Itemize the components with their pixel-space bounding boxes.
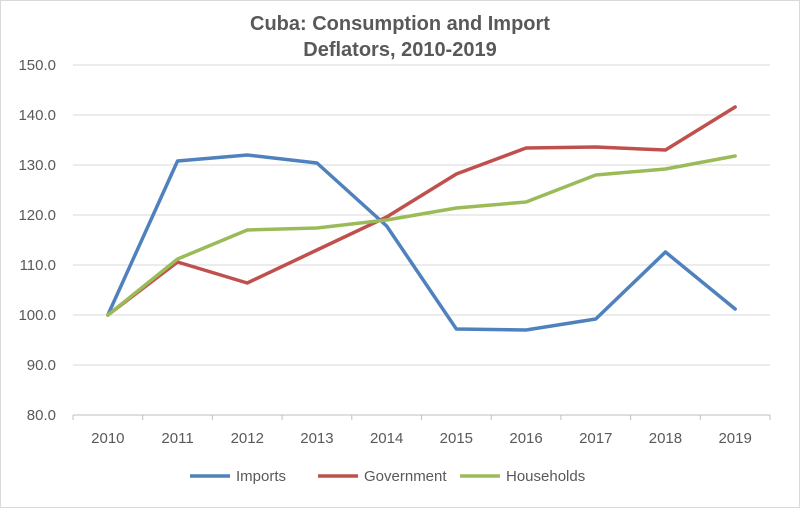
series-line-households <box>106 154 737 317</box>
legend-label-households: Households <box>506 468 585 485</box>
series-line-government <box>106 105 737 317</box>
y-tick-label: 130.0 <box>18 157 56 174</box>
x-tick-label: 2011 <box>161 430 193 447</box>
x-tick-label: 2018 <box>649 430 682 447</box>
y-tick-label: 140.0 <box>18 107 56 124</box>
y-tick-label: 100.0 <box>18 307 56 324</box>
legend-label-government: Government <box>364 468 447 485</box>
x-tick-label: 2016 <box>509 430 542 447</box>
x-tick-label: 2012 <box>231 430 264 447</box>
series-line-imports <box>106 153 737 332</box>
y-tick-label: 90.0 <box>27 357 56 374</box>
x-tick-label: 2014 <box>370 430 403 447</box>
y-tick-label: 110.0 <box>20 257 56 274</box>
y-tick-label: 150.0 <box>18 57 56 74</box>
y-tick-label: 80.0 <box>27 407 56 424</box>
legend-label-imports: Imports <box>236 468 286 485</box>
x-tick-label: 2017 <box>579 430 612 447</box>
x-tick-label: 2010 <box>91 430 124 447</box>
x-tick-label: 2019 <box>718 430 751 447</box>
chart-title-line-1: Cuba: Consumption and Import <box>250 13 550 35</box>
chart-title-line-2: Deflators, 2010-2019 <box>303 39 496 61</box>
x-tick-label: 2013 <box>300 430 333 447</box>
x-tick-label: 2015 <box>440 430 473 447</box>
y-tick-label: 120.0 <box>18 207 56 224</box>
